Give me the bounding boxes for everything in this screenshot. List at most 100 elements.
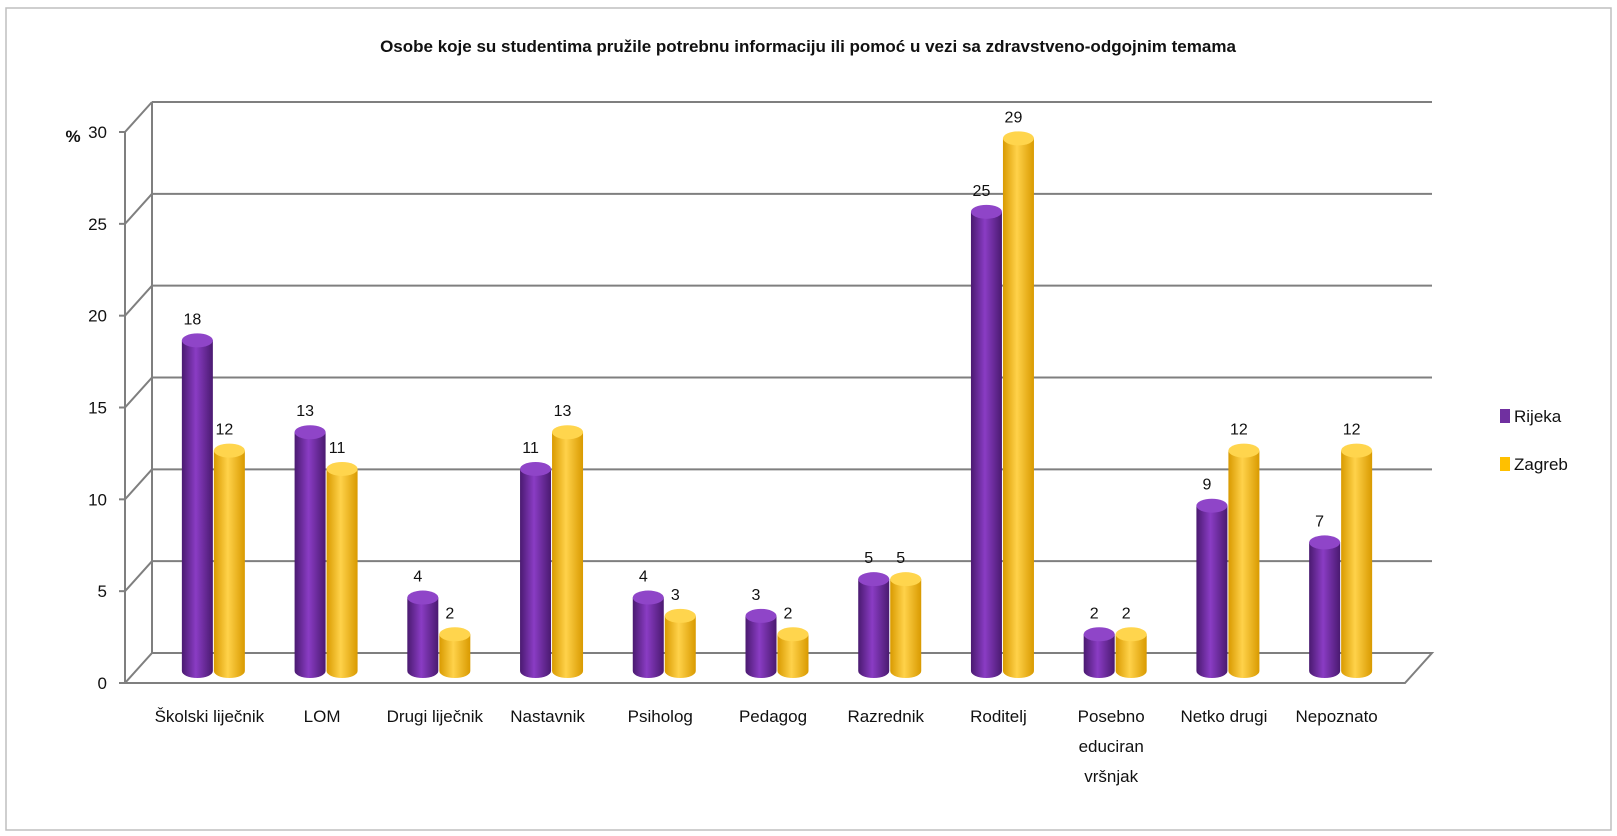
gridline-side bbox=[124, 284, 153, 317]
bar-top-rijeka bbox=[520, 461, 552, 476]
data-label-rijeka: 18 bbox=[183, 311, 201, 328]
bar-top-rijeka bbox=[407, 590, 439, 605]
bar-top-rijeka bbox=[1083, 627, 1115, 642]
data-label-zagreb: 12 bbox=[215, 422, 233, 439]
bar-rijeka bbox=[294, 432, 326, 678]
bar-top-rijeka bbox=[858, 572, 890, 587]
x-tick-label: Školski liječnik bbox=[155, 707, 265, 726]
gridline-side bbox=[124, 468, 153, 501]
bar-rijeka bbox=[181, 340, 213, 678]
bar-zagreb bbox=[664, 615, 696, 678]
bar-rijeka bbox=[520, 468, 552, 678]
x-tick-label: educiran bbox=[1079, 737, 1144, 756]
data-label-zagreb: 2 bbox=[1122, 605, 1131, 622]
x-tick-label: LOM bbox=[304, 707, 341, 726]
bar-top-zagreb bbox=[213, 443, 245, 458]
data-label-zagreb: 3 bbox=[671, 587, 680, 604]
bar-top-zagreb bbox=[890, 572, 922, 587]
data-label-rijeka: 5 bbox=[864, 550, 873, 567]
bar-top-zagreb bbox=[777, 627, 809, 642]
bar-zagreb bbox=[1115, 634, 1147, 678]
bar-rijeka bbox=[858, 579, 890, 678]
data-label-rijeka: 4 bbox=[639, 569, 648, 586]
x-tick-label: Roditelj bbox=[970, 707, 1027, 726]
bar-rijeka bbox=[970, 211, 1002, 679]
legend-label-rijeka: Rijeka bbox=[1514, 407, 1562, 426]
x-tick-label: Pedagog bbox=[739, 707, 807, 726]
data-label-rijeka: 2 bbox=[1090, 605, 1099, 622]
data-label-rijeka: 7 bbox=[1315, 513, 1324, 530]
gridline-side bbox=[124, 193, 153, 225]
data-label-rijeka: 3 bbox=[752, 587, 761, 604]
x-tick-label: Razrednik bbox=[847, 707, 924, 726]
bar-top-zagreb bbox=[439, 627, 471, 642]
x-tick-label: Psiholog bbox=[628, 707, 693, 726]
bar-zagreb bbox=[213, 450, 245, 678]
bar-rijeka bbox=[1083, 634, 1115, 678]
data-label-zagreb: 13 bbox=[554, 403, 572, 420]
data-label-zagreb: 5 bbox=[896, 550, 905, 567]
bar-rijeka bbox=[1309, 542, 1341, 678]
bar-rijeka bbox=[632, 597, 664, 678]
legend-swatch-rijeka bbox=[1500, 409, 1510, 423]
bar-top-rijeka bbox=[1309, 535, 1341, 550]
gridline-side bbox=[124, 560, 153, 592]
bar-zagreb bbox=[890, 579, 922, 678]
bar-zagreb bbox=[552, 432, 584, 678]
bar-top-zagreb bbox=[326, 461, 358, 476]
data-label-rijeka: 13 bbox=[296, 403, 314, 420]
bar-top-rijeka bbox=[181, 333, 213, 348]
data-label-zagreb: 29 bbox=[1005, 109, 1023, 126]
y-tick-label: 0 bbox=[98, 674, 107, 693]
bar-top-rijeka bbox=[745, 608, 777, 623]
data-label-rijeka: 4 bbox=[413, 569, 422, 586]
bar-top-rijeka bbox=[1196, 498, 1228, 513]
bar-zagreb bbox=[326, 468, 358, 678]
x-tick-label: Drugi liječnik bbox=[387, 707, 484, 726]
data-label-zagreb: 2 bbox=[445, 605, 454, 622]
bar-zagreb bbox=[1341, 450, 1373, 678]
gridline-side bbox=[124, 376, 153, 409]
bar-zagreb bbox=[777, 634, 809, 678]
y-tick-label: 25 bbox=[88, 215, 107, 234]
x-tick-label: Posebno bbox=[1078, 707, 1145, 726]
chart-border bbox=[5, 7, 1612, 831]
y-tick-label: 5 bbox=[98, 582, 107, 601]
bar-rijeka bbox=[1196, 505, 1228, 678]
y-tick-label: 15 bbox=[88, 399, 107, 418]
y-tick-label: 30 bbox=[88, 123, 107, 142]
data-label-rijeka: 9 bbox=[1202, 477, 1211, 494]
y-tick-label: 20 bbox=[88, 307, 107, 326]
data-label-zagreb: 12 bbox=[1230, 422, 1248, 439]
bar-top-zagreb bbox=[1002, 131, 1034, 146]
legend-label-zagreb: Zagreb bbox=[1514, 455, 1568, 474]
chart-title: Osobe koje su studentima pružile potrebn… bbox=[380, 37, 1236, 56]
data-label-zagreb: 12 bbox=[1343, 422, 1361, 439]
bar-rijeka bbox=[745, 615, 777, 678]
gridline-side bbox=[124, 101, 153, 133]
bar-top-zagreb bbox=[552, 425, 584, 440]
bar-zagreb bbox=[439, 634, 471, 678]
bar-top-rijeka bbox=[970, 204, 1002, 219]
y-axis-label: % bbox=[65, 127, 80, 146]
x-tick-label: Nastavnik bbox=[510, 707, 585, 726]
y-tick-label: 10 bbox=[88, 490, 107, 509]
legend-swatch-zagreb bbox=[1500, 457, 1510, 471]
data-label-zagreb: 11 bbox=[329, 440, 346, 457]
bar-top-zagreb bbox=[1228, 443, 1260, 458]
bar-top-zagreb bbox=[1341, 443, 1373, 458]
bar-top-rijeka bbox=[632, 590, 664, 605]
data-label-rijeka: 25 bbox=[973, 183, 991, 200]
x-tick-label: vršnjak bbox=[1084, 767, 1138, 786]
x-tick-label: Nepoznato bbox=[1296, 707, 1378, 726]
x-tick-label: Netko drugi bbox=[1180, 707, 1267, 726]
bar-zagreb bbox=[1002, 138, 1034, 678]
bar-top-rijeka bbox=[294, 425, 326, 440]
bar-rijeka bbox=[407, 597, 439, 678]
data-label-rijeka: 11 bbox=[522, 440, 539, 457]
bar-top-zagreb bbox=[1115, 627, 1147, 642]
bar-zagreb bbox=[1228, 450, 1260, 678]
data-label-zagreb: 2 bbox=[784, 605, 793, 622]
